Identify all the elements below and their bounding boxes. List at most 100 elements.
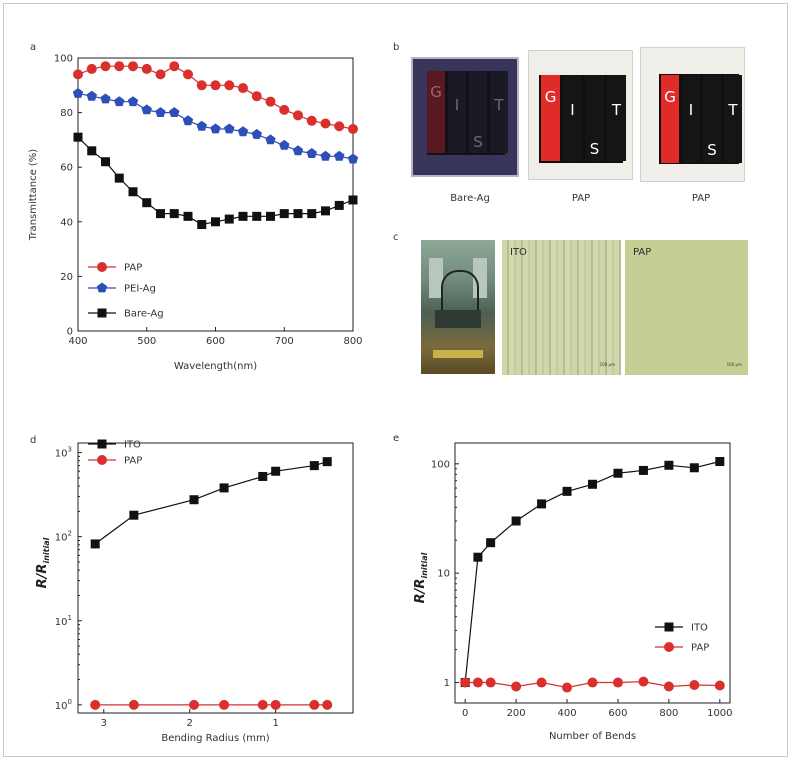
data-point xyxy=(114,96,125,107)
data-point xyxy=(485,677,496,688)
data-point xyxy=(128,61,138,72)
data-point xyxy=(486,538,496,548)
legend-marker xyxy=(664,642,674,652)
x-tick-label: 1000 xyxy=(707,708,732,719)
data-point xyxy=(271,466,281,476)
data-point xyxy=(141,104,152,115)
gist-letter-i: I xyxy=(563,75,582,161)
data-point xyxy=(129,510,139,520)
data-point xyxy=(224,214,234,224)
data-point xyxy=(347,153,359,164)
y-tick-label: 10 xyxy=(437,569,450,580)
panel-letter-d: d xyxy=(30,435,36,446)
legend-label: Bare-Ag xyxy=(124,309,164,320)
y-tick-label: 102 xyxy=(55,530,72,544)
data-point xyxy=(100,93,111,104)
data-point xyxy=(322,699,333,710)
gist-letter-s: S xyxy=(585,75,604,161)
y-axis-label: R/Rinitial xyxy=(413,552,429,603)
data-point xyxy=(664,460,674,470)
data-point xyxy=(714,680,725,691)
data-point xyxy=(211,217,220,227)
panel-letter-a: a xyxy=(30,42,36,53)
y-tick-label: 0 xyxy=(67,327,73,338)
x-tick-label: 0 xyxy=(462,708,468,719)
data-point xyxy=(689,463,699,473)
gist-letter-g: G xyxy=(661,75,679,163)
data-point xyxy=(511,516,521,526)
data-point xyxy=(196,120,207,131)
data-point xyxy=(279,104,290,115)
data-point xyxy=(182,115,194,126)
y-axis-label: R/Rinitial xyxy=(35,537,51,588)
x-tick-label: 700 xyxy=(275,336,294,347)
x-tick-label: 800 xyxy=(343,336,362,347)
x-tick-label: 800 xyxy=(659,708,678,719)
data-point xyxy=(334,150,345,161)
data-point xyxy=(128,699,139,710)
legend-marker xyxy=(97,262,107,272)
data-point xyxy=(322,457,332,467)
data-point xyxy=(73,132,83,142)
legend-label: PAP xyxy=(124,263,142,274)
figure-frame xyxy=(3,3,788,757)
x-tick-label: 400 xyxy=(557,708,576,719)
data-point xyxy=(320,118,331,129)
data-point xyxy=(224,80,235,91)
data-point xyxy=(183,211,193,221)
chart-e-number-of-bends: 0 200 400 600 800 1000 1 10 100 Number of Bends R/… xyxy=(413,442,733,742)
data-point xyxy=(114,61,125,72)
gist-letter-t: T xyxy=(724,75,742,163)
data-point xyxy=(169,107,180,117)
data-point xyxy=(265,134,276,145)
data-point xyxy=(183,69,193,80)
data-point xyxy=(334,200,344,210)
data-point xyxy=(265,96,276,107)
data-point xyxy=(196,80,207,91)
data-point xyxy=(90,699,101,710)
y-tick-label: 100 xyxy=(431,459,450,470)
legend-label: PAP xyxy=(124,456,142,467)
y-tick-label: 100 xyxy=(54,54,73,65)
data-point xyxy=(238,83,248,94)
scale-bar-pap: 100 μm xyxy=(726,362,742,367)
data-point xyxy=(72,88,84,98)
x-tick-label: 600 xyxy=(206,336,225,347)
data-point xyxy=(537,499,547,509)
data-point xyxy=(114,173,124,183)
chart-a-transmittance: 400 500 600 700 800 0 20 40 60 80 100 Wavelength(nm… xyxy=(28,54,363,373)
y-tick-label: 100 xyxy=(55,698,72,712)
data-point xyxy=(638,676,649,687)
caption-pap-2: PAP xyxy=(691,193,711,204)
gist-letter-i: I xyxy=(682,75,700,163)
gist-letter-s: S xyxy=(703,75,721,163)
scale-bar-ito: 100 μm xyxy=(599,362,615,367)
data-point xyxy=(252,211,262,221)
data-point xyxy=(320,150,331,161)
data-point xyxy=(258,471,268,481)
data-point xyxy=(279,139,290,150)
data-point xyxy=(689,679,700,690)
data-point xyxy=(197,220,207,230)
y-tick-label: 60 xyxy=(60,163,73,174)
data-point xyxy=(663,681,674,692)
x-tick-label: 2 xyxy=(187,718,193,729)
data-point xyxy=(348,123,358,134)
x-axis-label: Wavelength(nm) xyxy=(174,361,257,372)
x-axis-label: Number of Bends xyxy=(549,731,636,742)
micro-label-pap: PAP xyxy=(633,247,652,258)
data-point xyxy=(334,121,345,132)
data-point xyxy=(251,91,262,102)
panel-letter-e: e xyxy=(393,433,399,444)
series-line-ito xyxy=(94,461,328,545)
data-point xyxy=(306,148,317,158)
data-point xyxy=(169,209,179,219)
data-point xyxy=(86,90,97,101)
data-point xyxy=(169,61,180,72)
x-tick-label: 200 xyxy=(507,708,526,719)
data-point xyxy=(238,211,248,221)
data-point xyxy=(293,209,303,219)
gist-letter-s: S xyxy=(469,71,487,153)
x-tick-label: 3 xyxy=(101,718,107,729)
gist-letter-g: G xyxy=(541,75,560,161)
